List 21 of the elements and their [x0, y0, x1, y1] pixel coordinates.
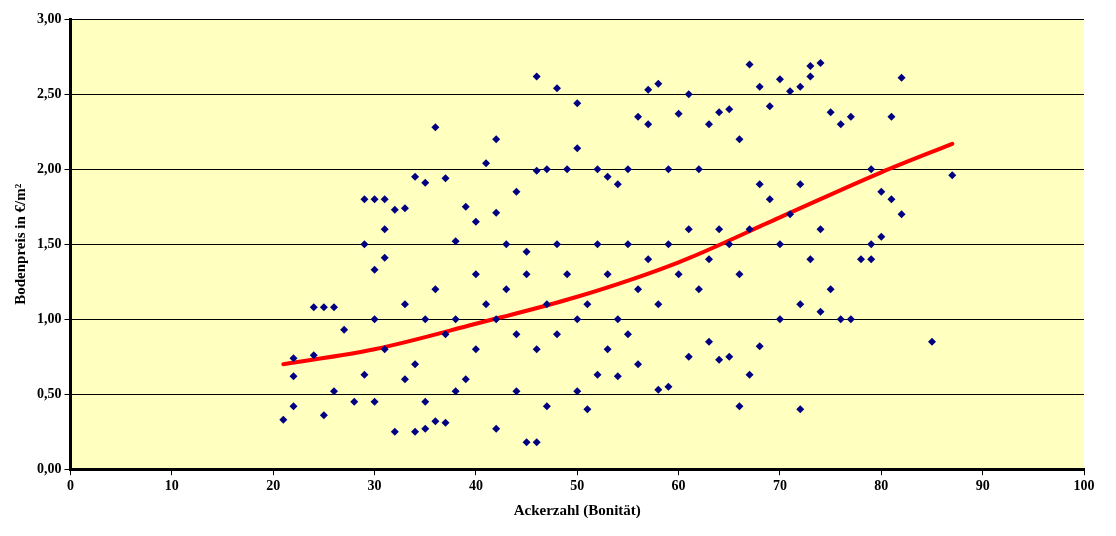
y-tick-label: 1,50 [37, 235, 62, 251]
x-tick-label: 90 [975, 478, 990, 494]
x-tick-label: 40 [468, 478, 483, 494]
x-tick-label: 60 [671, 478, 686, 494]
y-axis-title: Bodenpreis in €/m² [11, 183, 28, 305]
x-tick-label: 0 [67, 478, 74, 494]
x-tick-label: 100 [1073, 478, 1095, 494]
x-tick-label: 70 [772, 478, 787, 494]
x-tick-label: 20 [266, 478, 281, 494]
x-tick-label: 30 [367, 478, 382, 494]
x-tick-label: 80 [874, 478, 889, 494]
y-tick-label: 3,00 [37, 11, 62, 27]
y-tick-label: 0,50 [37, 385, 62, 401]
x-axis-title: Ackerzahl (Bonität) [513, 501, 641, 519]
y-tick-label: 2,50 [37, 85, 62, 101]
y-tick-label: 0,00 [37, 460, 62, 476]
x-tick-label: 50 [570, 478, 585, 494]
line-series [281, 141, 955, 367]
y-tick-label: 2,00 [37, 160, 62, 176]
x-tick-label: 10 [164, 478, 179, 494]
y-tick-label: 1,00 [37, 310, 62, 326]
